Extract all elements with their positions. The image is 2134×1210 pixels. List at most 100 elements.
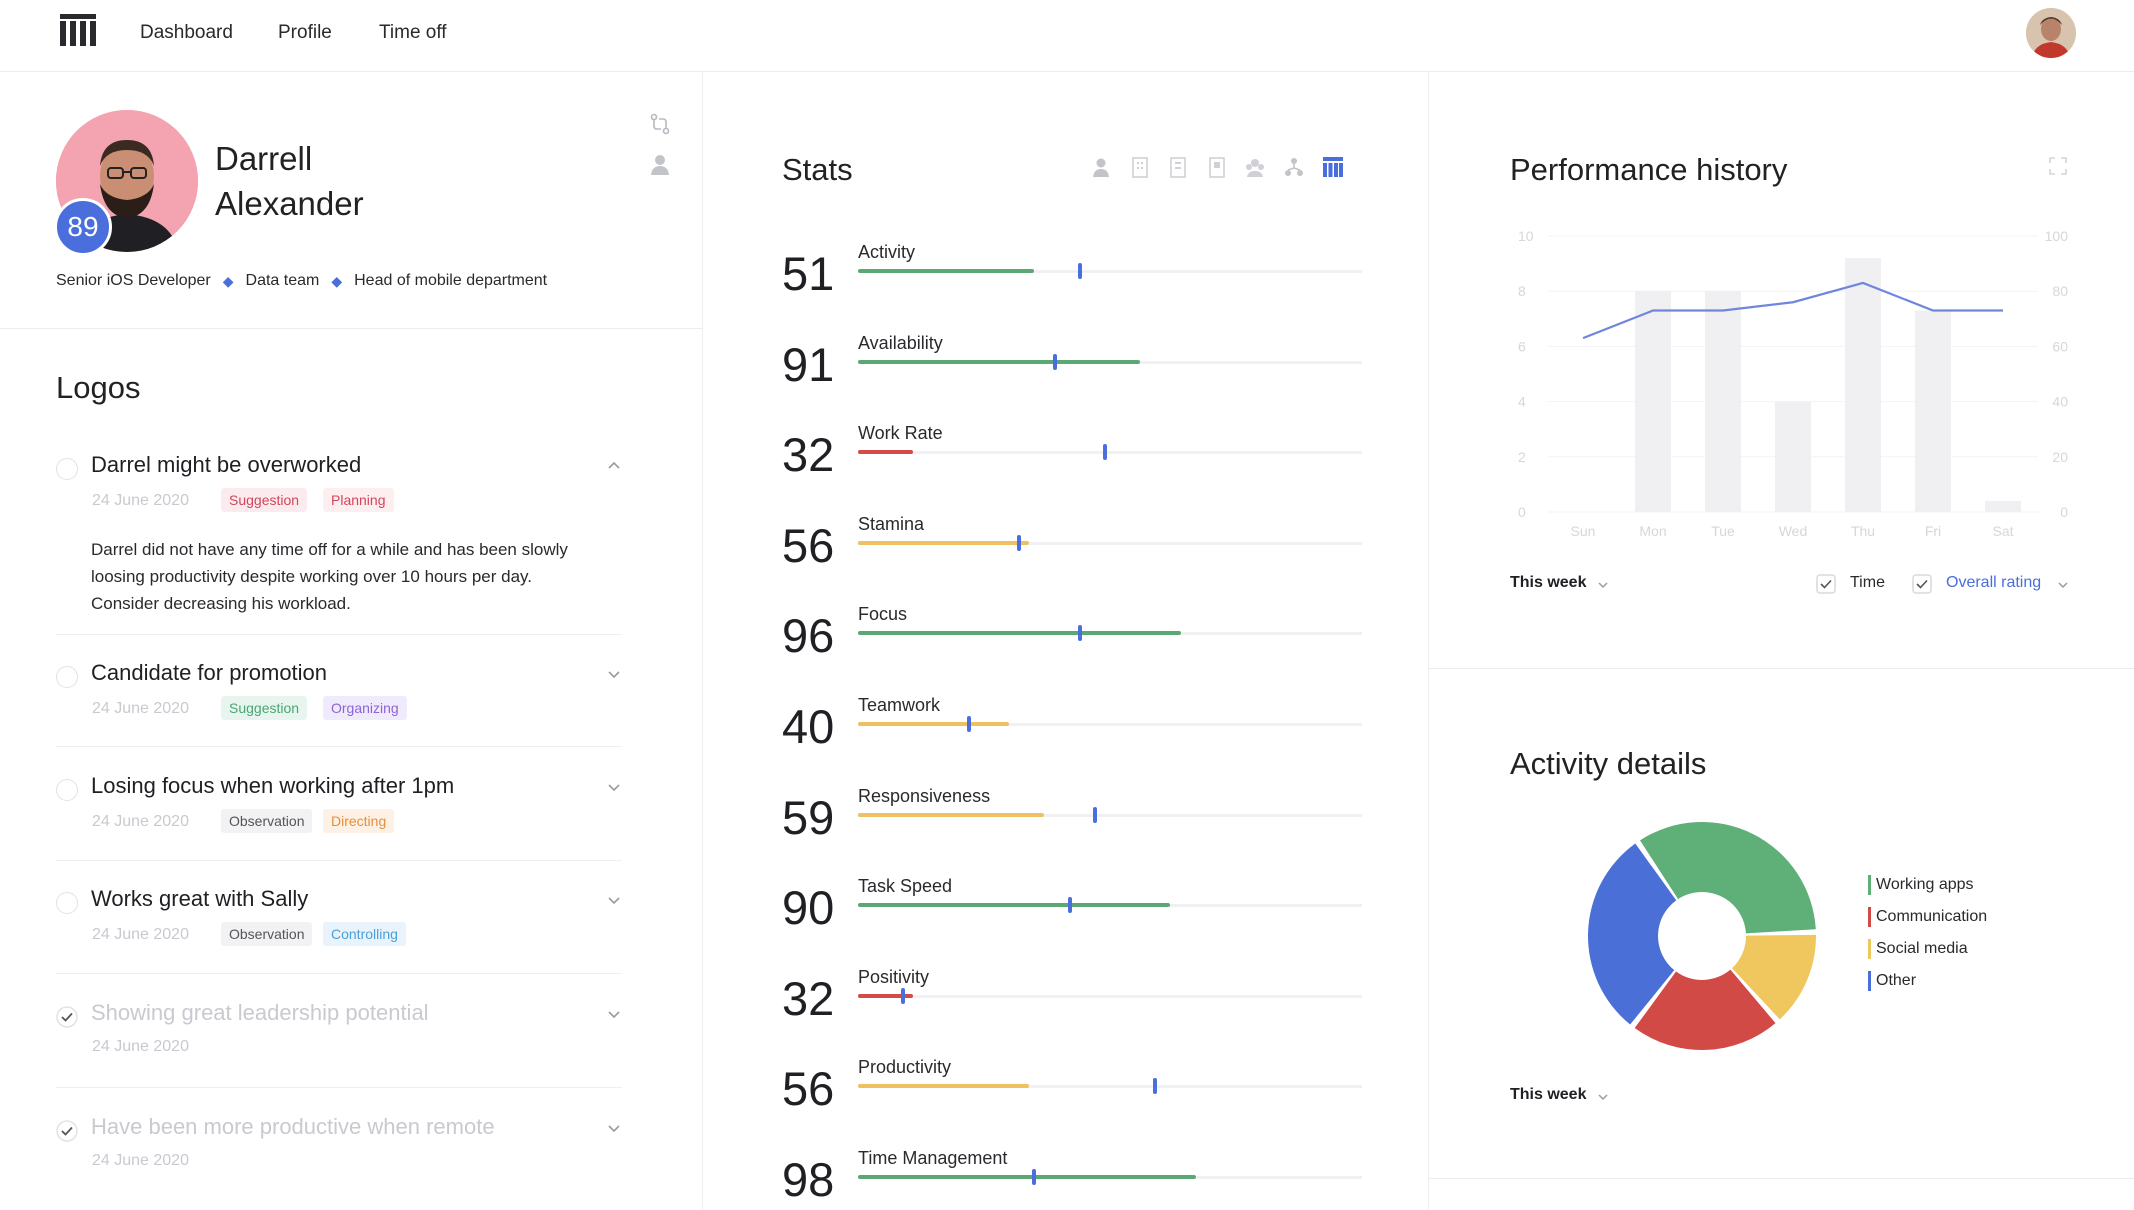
activity-period-label: This week [1510, 1086, 1587, 1103]
x-tick-label: Fri [1925, 523, 1941, 539]
legend-item: Social media [1868, 939, 1968, 959]
period-selector[interactable]: This week [1510, 574, 1586, 592]
stat-value: 32 [782, 428, 835, 482]
legend-swatch [1868, 907, 1871, 927]
chevron-down-icon[interactable] [2056, 578, 2070, 592]
nav-dashboard-link[interactable]: Dashboard [140, 22, 233, 43]
stat-row: 96 Focus [782, 588, 1362, 662]
legend-label: Communication [1876, 908, 1988, 925]
office-icon[interactable] [1167, 156, 1189, 178]
legend-swatch [1868, 971, 1871, 991]
x-tick-label: Wed [1779, 523, 1808, 539]
donut-slice [1634, 969, 1776, 1051]
person-view-icon[interactable] [1090, 156, 1112, 178]
stat-target-marker [1017, 534, 1022, 551]
checkmark-icon[interactable] [56, 1120, 78, 1142]
current-user-avatar[interactable] [2026, 8, 2076, 58]
chevron-down-icon[interactable] [606, 1006, 622, 1022]
log-item[interactable]: Have been more productive when remote 24… [56, 1114, 622, 1174]
stat-value: 59 [782, 790, 835, 844]
app-logo-icon[interactable] [60, 14, 96, 46]
log-tag: Controlling [323, 922, 406, 946]
stat-track [858, 1078, 1362, 1095]
profile-last-name: Alexander [215, 185, 364, 222]
stat-track [858, 444, 1362, 461]
y-tick-label-left: 8 [1518, 283, 1526, 299]
company-icon[interactable] [1322, 156, 1344, 178]
stat-track [858, 625, 1362, 642]
log-item[interactable]: Losing focus when working after 1pm 24 J… [56, 773, 622, 833]
profile-role: Senior iOS Developer [56, 272, 211, 289]
stat-label: Availability [858, 332, 943, 353]
compare-icon[interactable] [648, 112, 672, 136]
stat-value: 91 [782, 337, 835, 391]
chart-bar [1985, 500, 2021, 512]
legend-item: Communication [1868, 907, 1988, 927]
log-divider [56, 973, 622, 974]
chevron-down-icon[interactable] [606, 1120, 622, 1136]
log-item[interactable]: Candidate for promotion 24 June 2020 Sug… [56, 660, 622, 720]
log-tag: Organizing [323, 696, 407, 720]
stat-value: 98 [782, 1153, 835, 1206]
chevron-down-icon[interactable] [606, 779, 622, 795]
period-label: This week [1510, 574, 1587, 591]
stat-row: 32 Positivity [782, 951, 1362, 1025]
stat-target-marker [901, 987, 906, 1004]
stat-track [858, 987, 1362, 1004]
hierarchy-icon[interactable] [1283, 156, 1305, 178]
log-title: Works great with Sally [91, 886, 309, 911]
log-tag: Planning [323, 488, 394, 512]
legend-label: Social media [1876, 940, 1968, 957]
x-tick-label: Mon [1639, 523, 1666, 539]
x-tick-label: Sun [1571, 523, 1596, 539]
department-icon[interactable] [1206, 156, 1228, 178]
y-tick-label-left: 6 [1518, 338, 1526, 354]
log-title: Have been more productive when remote [91, 1114, 495, 1139]
stat-label: Activity [858, 242, 916, 262]
overall-rating-checkbox[interactable] [1912, 574, 1932, 594]
legend-swatch [1868, 875, 1871, 895]
chevron-down-icon[interactable] [1596, 578, 1610, 592]
stat-fill-bar [858, 631, 1181, 636]
time-toggle-label: Time [1850, 574, 1885, 591]
y-tick-label-right: 0 [2060, 504, 2068, 520]
expand-icon[interactable] [2048, 156, 2068, 176]
group-icon[interactable] [1244, 156, 1266, 178]
profile-position: Head of mobile department [354, 272, 548, 289]
building-icon[interactable] [1129, 156, 1151, 178]
log-check-toggle[interactable] [56, 892, 78, 914]
stat-target-marker [1052, 353, 1057, 370]
log-check-toggle[interactable] [56, 458, 78, 480]
section-divider [0, 328, 702, 329]
chevron-down-icon[interactable] [606, 666, 622, 682]
log-check-toggle[interactable] [56, 779, 78, 801]
activity-title: Activity details [1510, 746, 1707, 781]
stat-row: 90 Task Speed [782, 860, 1362, 934]
log-item[interactable]: Works great with Sally 24 June 2020 Obse… [56, 886, 622, 946]
legend-label: Working apps [1876, 876, 1974, 893]
nav-profile-link[interactable]: Profile [278, 22, 332, 43]
log-item[interactable]: Showing great leadership potential 24 Ju… [56, 1000, 622, 1060]
overall-rating-selector[interactable]: Overall rating [1946, 574, 2042, 591]
nav-time-off-link[interactable]: Time off [379, 22, 447, 43]
log-check-toggle[interactable] [56, 666, 78, 688]
chevron-up-icon[interactable] [606, 458, 622, 474]
stat-label: Task Speed [858, 876, 953, 897]
stat-fill-bar [858, 722, 1010, 726]
stat-track [858, 897, 1362, 914]
section-divider [1428, 668, 2134, 669]
y-tick-label-right: 60 [2052, 338, 2068, 354]
person-icon[interactable] [648, 152, 672, 176]
activity-period-selector[interactable]: This week [1510, 1086, 1586, 1104]
stat-track [858, 353, 1362, 370]
stat-row: 91 Availability [782, 317, 1362, 391]
top-navigation-bar: Dashboard Profile Time off [0, 0, 2134, 72]
log-item[interactable]: Darrel might be overworked 24 June 2020 … [56, 452, 622, 613]
stat-value: 96 [782, 609, 835, 663]
chevron-down-icon[interactable] [606, 892, 622, 908]
checkmark-icon[interactable] [56, 1006, 78, 1028]
chevron-down-icon[interactable] [1596, 1090, 1610, 1104]
time-checkbox[interactable] [1816, 574, 1836, 594]
donut-slice [1587, 843, 1677, 1025]
chart-bar [1845, 258, 1881, 512]
